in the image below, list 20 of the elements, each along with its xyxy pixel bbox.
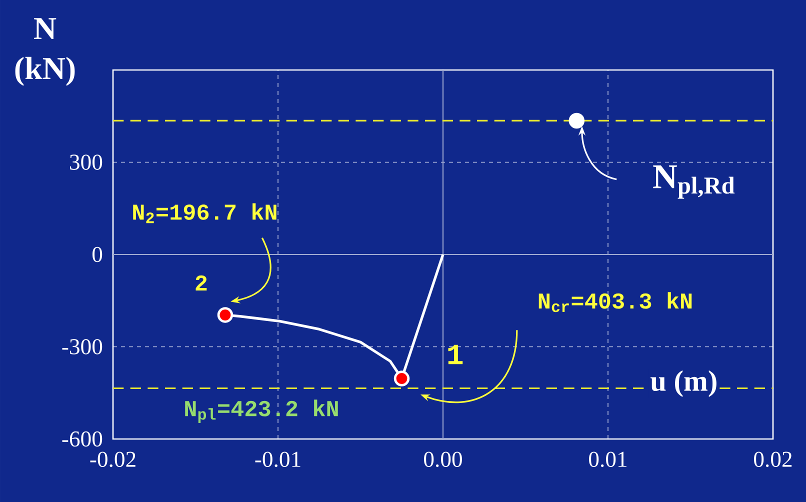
annotation: 1 [448, 344, 463, 364]
annotation: N$_{cr}$=403.3 kN [538, 292, 692, 312]
x-tick-label: 0.00 [424, 452, 462, 468]
point [568, 112, 585, 129]
y-axis-title: N (kN) [15, 18, 75, 86]
annotation: N$_{pl}$=423.2 kN [185, 400, 338, 423]
y-tick-label: -300 [62, 339, 102, 354]
x-axis-title: u (m) [650, 370, 716, 397]
x-tick-label: -0.01 [255, 452, 300, 468]
annotation: 2 [196, 275, 207, 291]
point [217, 307, 234, 323]
point [394, 370, 410, 386]
x-tick-label: 0.01 [589, 452, 626, 468]
annotation: N$_{2}$=196.7 kN [133, 203, 276, 224]
x-tick-label: 0.02 [754, 452, 792, 468]
y-tick-label: 300 [70, 154, 102, 170]
x-tick-label: -0.02 [90, 452, 136, 468]
annotation: N$_{pl,Rd}$ [653, 165, 735, 199]
y-tick-label: -600 [62, 431, 102, 447]
y-tick-label: 0 [92, 246, 102, 262]
